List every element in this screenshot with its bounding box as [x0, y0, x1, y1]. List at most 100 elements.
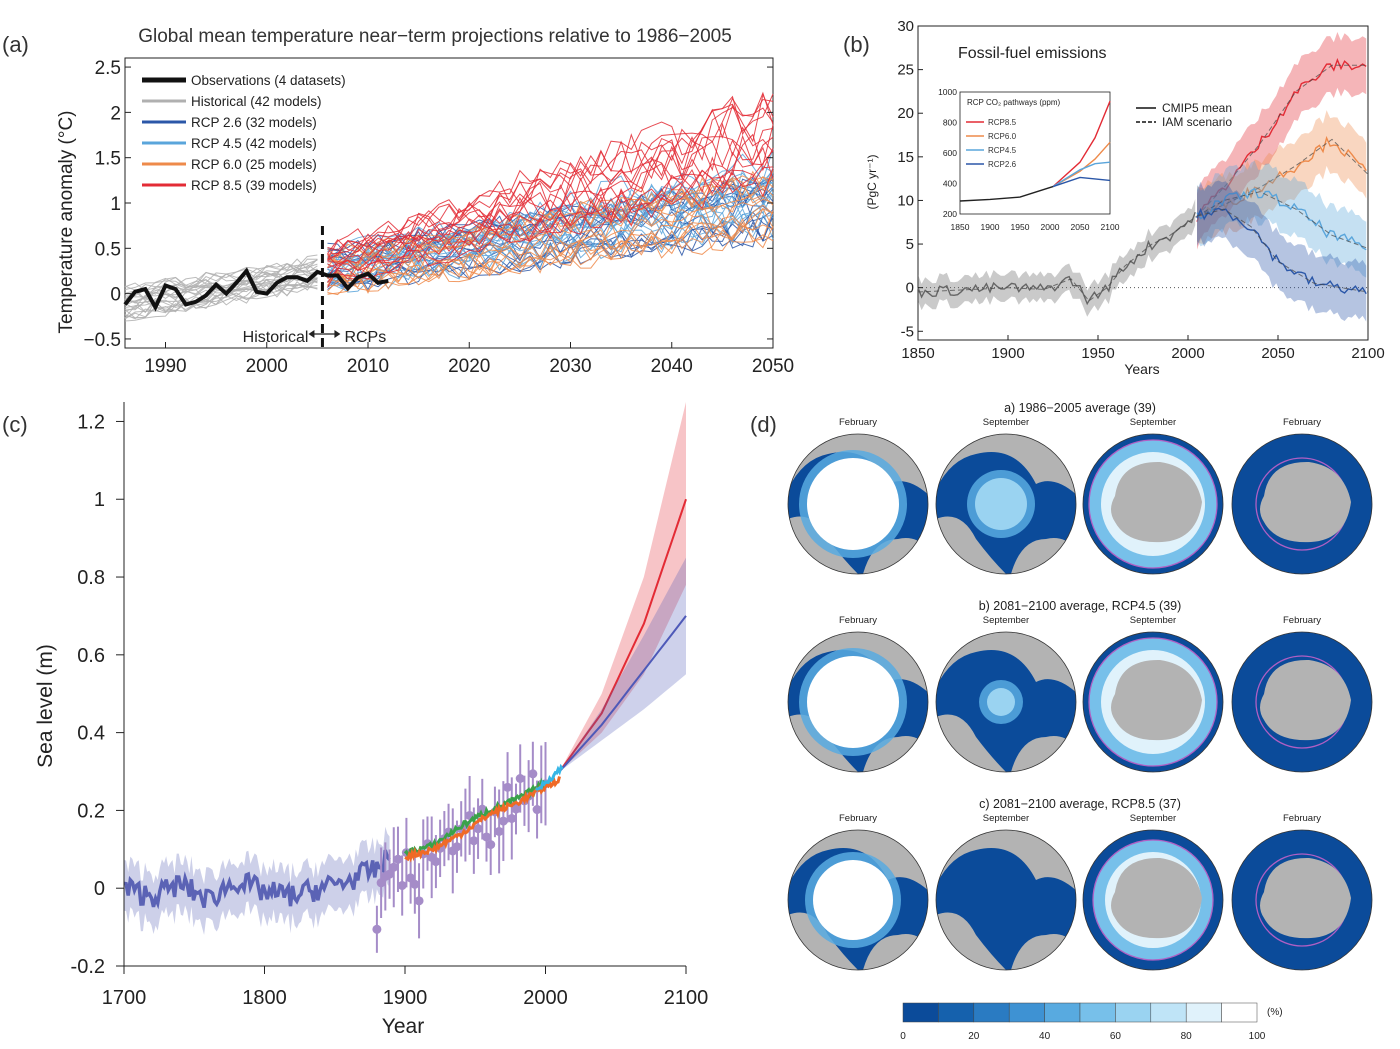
map-month-label: February	[1283, 417, 1321, 428]
colorbar-cell	[1115, 1002, 1152, 1023]
antarctica	[1260, 461, 1351, 543]
row-title: a) 1986−2005 average (39)	[1004, 401, 1156, 415]
model-run-line	[327, 207, 774, 283]
iam-scenario-line	[1196, 208, 1369, 293]
inset-legend-label: RCP2.6	[988, 160, 1017, 169]
map-outline	[935, 433, 1077, 575]
uncertainty-band	[1197, 160, 1367, 278]
model-run-line	[327, 207, 774, 288]
y-tick-label: -5	[901, 323, 914, 340]
data-point	[503, 782, 513, 792]
model-run-line	[327, 198, 774, 283]
legend-label: RCP 8.5 (39 models)	[191, 178, 317, 193]
map-outline	[1231, 433, 1373, 575]
x-tick-label: 2030	[549, 356, 591, 377]
model-run-line	[327, 124, 774, 270]
legend: Observations (4 datasets) Historical (42 …	[140, 68, 360, 196]
antarctica	[1111, 461, 1202, 543]
colorbar-cell	[973, 1002, 1010, 1023]
y-tick-label: 15	[897, 149, 914, 166]
antarctica	[1111, 659, 1202, 741]
landmass	[788, 830, 928, 895]
y-tick-label: 0.5	[95, 239, 121, 260]
y-tick-label: 20	[897, 105, 914, 122]
y-tick-label: 0.6	[77, 645, 105, 667]
y-tick-label: 0.2	[77, 800, 105, 822]
antarctica	[1260, 857, 1351, 939]
data-point	[385, 869, 395, 879]
inset-x-tick-label: 2050	[1071, 222, 1090, 232]
observation-line	[535, 763, 564, 791]
panel-a: (a) Global mean temperature near−term pro…	[2, 26, 794, 377]
model-run-line	[124, 254, 318, 292]
iam-scenario-line	[1196, 191, 1369, 249]
model-run-line	[327, 93, 774, 254]
data-point	[406, 873, 416, 883]
chart-title: Global mean temperature near−term projec…	[138, 26, 732, 47]
observed-ice-edge	[1088, 637, 1218, 767]
landmass	[788, 434, 928, 499]
sea-ice-map	[936, 830, 1076, 970]
data-point	[515, 774, 525, 784]
landmass	[788, 632, 928, 697]
map-outline	[935, 631, 1077, 773]
series-line	[1196, 135, 1367, 217]
x-tick-label: 1850	[901, 345, 934, 362]
model-run-line	[327, 175, 774, 271]
colorbar-tick-label: 80	[1181, 1031, 1193, 1042]
landmass	[936, 434, 1076, 499]
legend-label: RCP 2.6 (32 models)	[191, 115, 317, 130]
data-point	[473, 824, 483, 834]
data-point	[507, 813, 517, 823]
y-tick-label: 0	[94, 878, 105, 900]
x-tick-label: 1800	[242, 987, 287, 1009]
scenario-band	[559, 557, 686, 772]
sea-ice-map	[1232, 434, 1372, 574]
series-line	[1196, 57, 1367, 222]
observation-line	[403, 777, 547, 859]
sea-ice	[813, 860, 893, 940]
data-point	[410, 879, 420, 889]
x-tick-label: 2010	[347, 356, 389, 377]
colorbar-tick-label: 40	[1039, 1031, 1051, 1042]
map-outline	[935, 829, 1077, 971]
data-point	[397, 880, 407, 890]
x-tick-label: 2050	[752, 356, 794, 377]
colorbar-tick-label: 60	[1110, 1031, 1122, 1042]
legend-label: RCP 4.5 (42 models)	[191, 136, 317, 151]
iam-scenario-line	[1196, 64, 1368, 217]
sea-ice	[987, 688, 1015, 716]
iam-scenario-line	[1196, 138, 1369, 217]
colorbar-cell	[1079, 1002, 1116, 1023]
inset-x-tick-label: 1950	[1011, 222, 1030, 232]
data-point	[372, 924, 382, 934]
panel-label-a: (a)	[2, 32, 29, 57]
y-tick-label: 2.5	[95, 58, 121, 79]
model-run-line	[327, 93, 774, 255]
row-title: b) 2081−2100 average, RCP4.5 (39)	[979, 599, 1182, 613]
landmass	[936, 830, 1076, 895]
data-point	[431, 857, 441, 867]
y-tick-label: 0	[110, 285, 121, 306]
inset-frame	[959, 91, 1111, 215]
x-tick-label: 1900	[383, 987, 428, 1009]
map-outline	[787, 631, 929, 773]
map-month-label: February	[839, 813, 877, 824]
reconstruction-line	[123, 849, 391, 910]
y-tick-label: 1.2	[77, 411, 105, 433]
model-run-line	[124, 258, 318, 291]
data-point	[494, 826, 504, 836]
data-point	[486, 840, 496, 850]
map-month-label: September	[1130, 813, 1176, 824]
inset-x-tick-label: 1850	[951, 222, 970, 232]
legend-label: Historical (42 models)	[191, 94, 322, 109]
model-run-line	[327, 221, 774, 294]
x-axis-label: Year	[382, 1015, 424, 1038]
y-tick-label: −0.5	[83, 330, 121, 351]
panel-c: (c) 1700 1800 1900 2000 2100 -0.2 0 0.2 0.4 0.6 0.8…	[2, 402, 708, 1038]
y-tick-label: 1	[94, 489, 105, 511]
inset-title: RCP CO₂ pathways (ppm)	[967, 98, 1061, 107]
model-run-line	[327, 216, 774, 291]
